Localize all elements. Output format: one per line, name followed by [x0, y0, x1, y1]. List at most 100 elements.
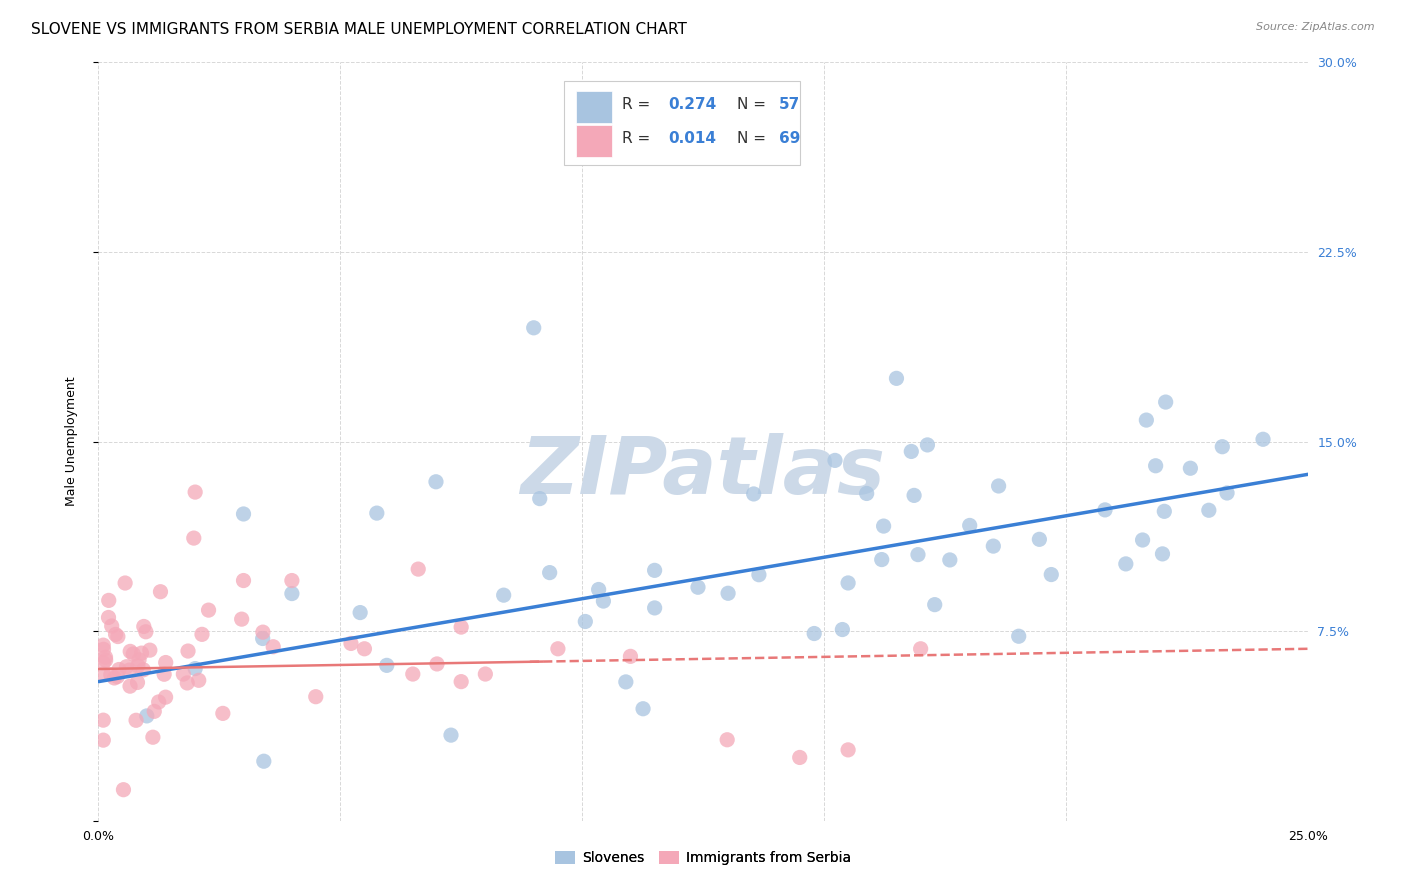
- Point: [97, 593, 120, 607]
- Point: [100, 667, 122, 681]
- Point: [1144, 458, 1167, 473]
- Point: [1135, 413, 1157, 427]
- Point: [523, 320, 546, 334]
- Point: [855, 486, 877, 500]
- Point: [139, 643, 162, 657]
- Text: N =: N =: [737, 131, 770, 145]
- Point: [91, 638, 114, 652]
- Point: [529, 491, 551, 506]
- Bar: [576, 91, 613, 123]
- Point: [93, 642, 115, 657]
- Text: SLOVENE VS IMMIGRANTS FROM SERBIA MALE UNEMPLOYMENT CORRELATION CHART: SLOVENE VS IMMIGRANTS FROM SERBIA MALE U…: [31, 22, 686, 37]
- Text: N =: N =: [737, 96, 770, 112]
- Point: [281, 574, 304, 588]
- Point: [614, 674, 637, 689]
- Text: 0.274: 0.274: [668, 96, 716, 112]
- Point: [1251, 432, 1274, 446]
- Point: [91, 667, 114, 681]
- Point: [406, 562, 429, 576]
- Point: [903, 488, 925, 502]
- Point: [987, 479, 1010, 493]
- Point: [232, 574, 254, 588]
- Point: [128, 653, 150, 667]
- Point: [105, 669, 128, 683]
- Point: [619, 649, 641, 664]
- Point: [184, 662, 207, 676]
- Point: [1008, 629, 1031, 643]
- Point: [231, 612, 253, 626]
- Text: 0.014: 0.014: [668, 131, 716, 145]
- Point: [1040, 567, 1063, 582]
- Point: [831, 623, 853, 637]
- Point: [1216, 486, 1239, 500]
- Point: [112, 782, 135, 797]
- Point: [103, 671, 125, 685]
- Point: [94, 653, 117, 667]
- Text: ZIPatlas: ZIPatlas: [520, 433, 886, 511]
- Point: [366, 506, 388, 520]
- Point: [115, 659, 138, 673]
- Point: [748, 567, 770, 582]
- Point: [440, 728, 463, 742]
- Point: [870, 552, 893, 566]
- Point: [184, 485, 207, 500]
- Point: [104, 627, 127, 641]
- Point: [917, 438, 939, 452]
- Point: [1198, 503, 1220, 517]
- Point: [1115, 557, 1137, 571]
- Point: [716, 732, 738, 747]
- Point: [127, 675, 149, 690]
- Point: [1154, 395, 1177, 409]
- Point: [353, 641, 375, 656]
- Point: [1153, 504, 1175, 518]
- Point: [262, 640, 284, 654]
- Point: [177, 644, 200, 658]
- Point: [910, 641, 932, 656]
- Point: [588, 582, 610, 597]
- Point: [900, 444, 922, 458]
- Point: [959, 518, 981, 533]
- Point: [176, 676, 198, 690]
- Point: [305, 690, 328, 704]
- Text: 57: 57: [779, 96, 800, 112]
- Point: [592, 594, 614, 608]
- Point: [142, 730, 165, 744]
- Point: [402, 667, 425, 681]
- Point: [1152, 547, 1174, 561]
- Point: [91, 656, 114, 670]
- Point: [252, 625, 274, 640]
- Point: [118, 679, 141, 693]
- Point: [108, 663, 131, 677]
- Point: [349, 606, 371, 620]
- Point: [91, 713, 114, 727]
- Point: [872, 519, 894, 533]
- Text: R =: R =: [621, 96, 655, 112]
- Point: [789, 750, 811, 764]
- Point: [120, 644, 142, 658]
- Point: [122, 647, 145, 661]
- Point: [824, 453, 846, 467]
- Point: [1028, 533, 1050, 547]
- Point: [340, 636, 363, 650]
- Point: [143, 704, 166, 718]
- Point: [1094, 503, 1116, 517]
- Point: [644, 601, 666, 615]
- Point: [114, 576, 136, 591]
- Point: [686, 580, 709, 594]
- Point: [939, 553, 962, 567]
- Point: [100, 619, 122, 633]
- Text: R =: R =: [621, 131, 655, 145]
- Point: [924, 598, 946, 612]
- Point: [97, 610, 120, 624]
- Point: [132, 663, 155, 677]
- Point: [127, 658, 149, 673]
- Point: [426, 657, 449, 671]
- Point: [425, 475, 447, 489]
- Point: [803, 626, 825, 640]
- Point: [375, 658, 398, 673]
- Point: [547, 641, 569, 656]
- Point: [149, 584, 172, 599]
- Point: [155, 690, 177, 705]
- Point: [118, 663, 141, 677]
- Text: 69: 69: [779, 131, 800, 145]
